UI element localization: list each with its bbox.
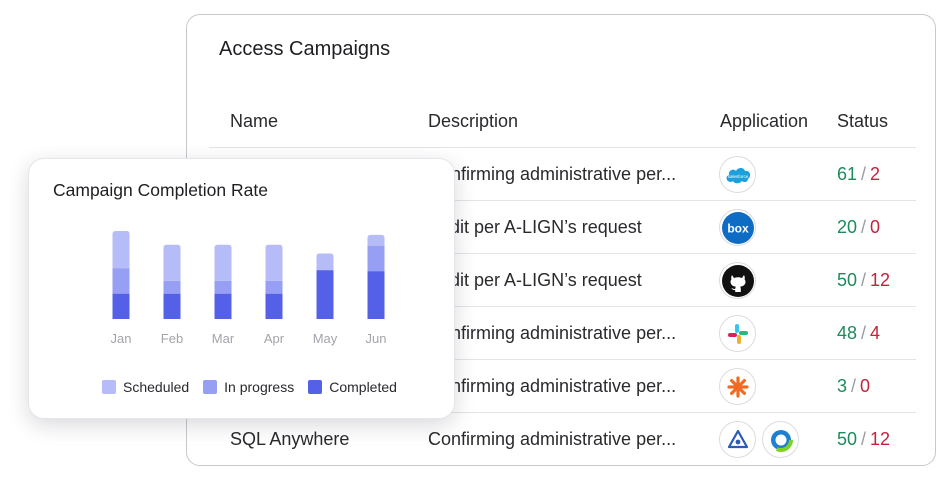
- completion-rate-card: Campaign Completion Rate Jan Feb Mar Apr May…: [28, 158, 455, 419]
- bar-segment-scheduled-may: [316, 253, 334, 271]
- x-tick-label: May: [313, 331, 338, 346]
- campaign-description: Confirming administrative per...: [428, 323, 677, 343]
- bar-segment-scheduled-jan: [112, 231, 130, 269]
- bar-segment-scheduled-feb: [163, 244, 181, 281]
- chart-title: Campaign Completion Rate: [53, 180, 268, 200]
- table-row[interactable]: Audit per A-LIGN’s request box 20/0: [209, 200, 916, 253]
- campaign-description: Confirming administrative per...: [428, 164, 677, 184]
- bar-segment-scheduled-jun: [367, 234, 385, 246]
- table-row[interactable]: SQL Anywhere Confirming administrative p…: [209, 412, 916, 465]
- campaign-description: Audit per A-LIGN’s request: [428, 217, 642, 237]
- bar-segment-completed-feb: [163, 293, 181, 319]
- asterisk-app-icon: [719, 368, 756, 405]
- x-tick-label: Jun: [366, 331, 387, 346]
- status-count: 20/0: [837, 217, 881, 237]
- bar-segment-completed-apr: [265, 293, 283, 319]
- status-count: 48/4: [837, 323, 881, 343]
- legend-swatch-completed: [308, 380, 323, 394]
- legend-item-in-progress: In progress: [203, 379, 294, 395]
- legend-label: In progress: [224, 379, 295, 395]
- svg-text:box: box: [727, 221, 749, 235]
- x-tick-label: Feb: [161, 331, 183, 346]
- github-icon: [719, 262, 756, 299]
- status-count: 3/0: [837, 376, 871, 396]
- bar-segment-completed-mar: [214, 293, 232, 319]
- column-header-name[interactable]: Name: [230, 111, 279, 131]
- bar-segment-completed-jan: [112, 293, 130, 319]
- table-row[interactable]: Confirming administrative per... salesfo…: [209, 147, 916, 200]
- bar-segment-in-progress-jan: [112, 268, 130, 294]
- x-tick-label: Apr: [264, 331, 285, 346]
- triangle-eye-icon: [719, 421, 756, 458]
- bar-segment-scheduled-apr: [265, 244, 283, 281]
- legend-swatch-scheduled: [102, 380, 116, 394]
- legend-label: Scheduled: [123, 379, 190, 395]
- column-header-application[interactable]: Application: [720, 111, 809, 131]
- table-row[interactable]: Audit per A-LIGN’s request 50/12: [209, 253, 916, 306]
- salesforce-icon: salesforce: [719, 156, 756, 193]
- campaign-description: Confirming administrative per...: [428, 376, 677, 396]
- campaign-description: Confirming administrative per...: [428, 429, 677, 449]
- chart-legend: Scheduled In progress Completed: [102, 379, 397, 395]
- ring-app-icon: [762, 421, 799, 458]
- legend-item-scheduled: Scheduled: [102, 379, 189, 395]
- svg-text:salesforce: salesforce: [727, 174, 748, 179]
- column-header-description[interactable]: Description: [428, 111, 519, 131]
- table-row[interactable]: Confirming administrative per... 48/4: [209, 306, 916, 359]
- completion-bar-chart: Jan Feb Mar Apr May Jun: [111, 231, 387, 346]
- campaign-name: SQL Anywhere: [230, 429, 350, 449]
- x-tick-label: Jan: [111, 331, 132, 346]
- bar-segment-in-progress-mar: [214, 280, 232, 294]
- column-header-status[interactable]: Status: [837, 111, 889, 131]
- status-count: 50/12: [837, 270, 891, 290]
- legend-label: Completed: [329, 379, 397, 395]
- x-tick-label: Mar: [212, 331, 235, 346]
- box-icon: box: [719, 209, 756, 246]
- bar-segment-completed-jun: [367, 271, 385, 319]
- bar-segment-completed-may: [316, 270, 334, 319]
- panel-title: Access Campaigns: [219, 38, 391, 60]
- campaign-description: Audit per A-LIGN’s request: [428, 270, 642, 290]
- status-count: 50/12: [837, 429, 891, 449]
- bar-segment-in-progress-feb: [163, 280, 181, 294]
- legend-item-completed: Completed: [308, 379, 397, 395]
- bar-segment-scheduled-mar: [214, 244, 232, 281]
- table-row[interactable]: Confirming administrative per... 3/0: [209, 359, 916, 412]
- status-count: 61/2: [837, 164, 881, 184]
- slack-icon: [719, 315, 756, 352]
- bar-segment-in-progress-jun: [367, 245, 385, 272]
- legend-swatch-in-progress: [203, 380, 218, 394]
- bar-segment-in-progress-apr: [265, 280, 283, 294]
